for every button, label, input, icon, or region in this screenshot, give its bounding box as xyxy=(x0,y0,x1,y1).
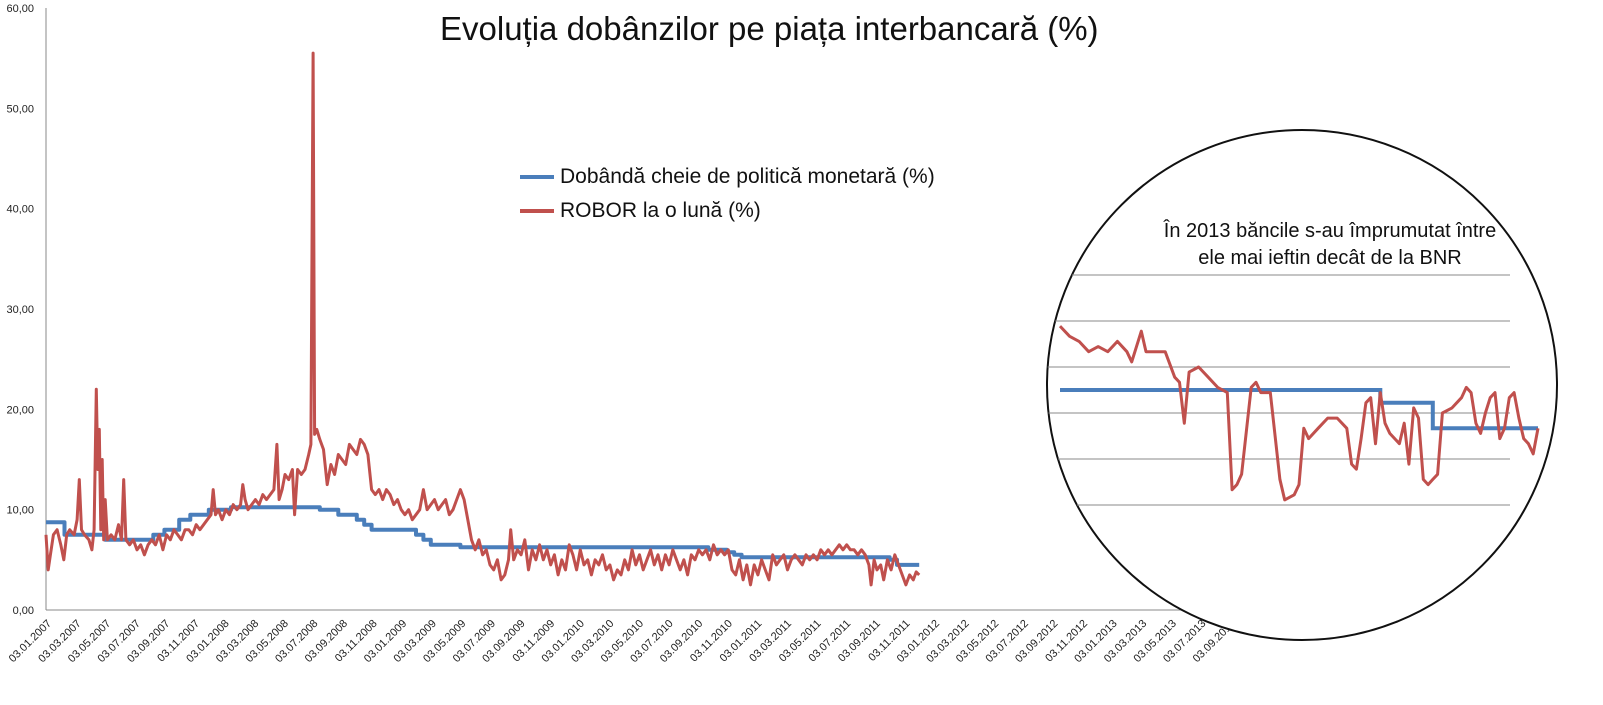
series-line-key-rate xyxy=(46,505,920,567)
y-tick-label: 60,00 xyxy=(6,3,34,15)
y-tick-label: 40,00 xyxy=(6,204,34,216)
legend-label-key-rate: Dobândă cheie de politică monetară (%) xyxy=(560,165,935,188)
y-tick-label: 30,00 xyxy=(6,304,34,316)
chart-title: Evoluția dobânzilor pe piața interbancar… xyxy=(440,10,1099,47)
legend-swatch-key-rate xyxy=(520,175,554,179)
inset-annotation: În 2013 băncile s-au împrumutat între el… xyxy=(1120,218,1540,272)
inset-circle xyxy=(1046,129,1558,641)
y-tick-label: 10,00 xyxy=(6,505,34,517)
legend-swatch-robor xyxy=(520,209,554,213)
plot-area xyxy=(44,51,921,587)
inset-line-key-rate xyxy=(1060,388,1538,431)
inset-zoom xyxy=(1046,129,1558,641)
legend-item-key-rate: Dobândă cheie de politică monetară (%) xyxy=(520,160,935,194)
inset-annotation-line-1: În 2013 băncile s-au împrumutat între xyxy=(1163,220,1497,242)
inset-annotation-line-2: ele mai ieftin decât de la BNR xyxy=(1198,247,1462,269)
legend-item-robor: ROBOR la o lună (%) xyxy=(520,194,935,228)
y-tick-label: 20,00 xyxy=(6,404,34,416)
y-tick-label: 50,00 xyxy=(6,103,34,115)
inset-line-robor xyxy=(1058,325,1540,502)
x-axis: 03.01.200703.03.200703.05.200703.07.2007… xyxy=(7,609,1238,665)
legend: Dobândă cheie de politică monetară (%) R… xyxy=(520,160,935,228)
y-tick-label: 0,00 xyxy=(13,605,34,617)
series-line-robor xyxy=(44,51,921,587)
y-axis: 0,00 10,00 20,00 30,00 40,00 50,00 60,00 xyxy=(6,3,47,617)
legend-label-robor: ROBOR la o lună (%) xyxy=(560,199,761,222)
